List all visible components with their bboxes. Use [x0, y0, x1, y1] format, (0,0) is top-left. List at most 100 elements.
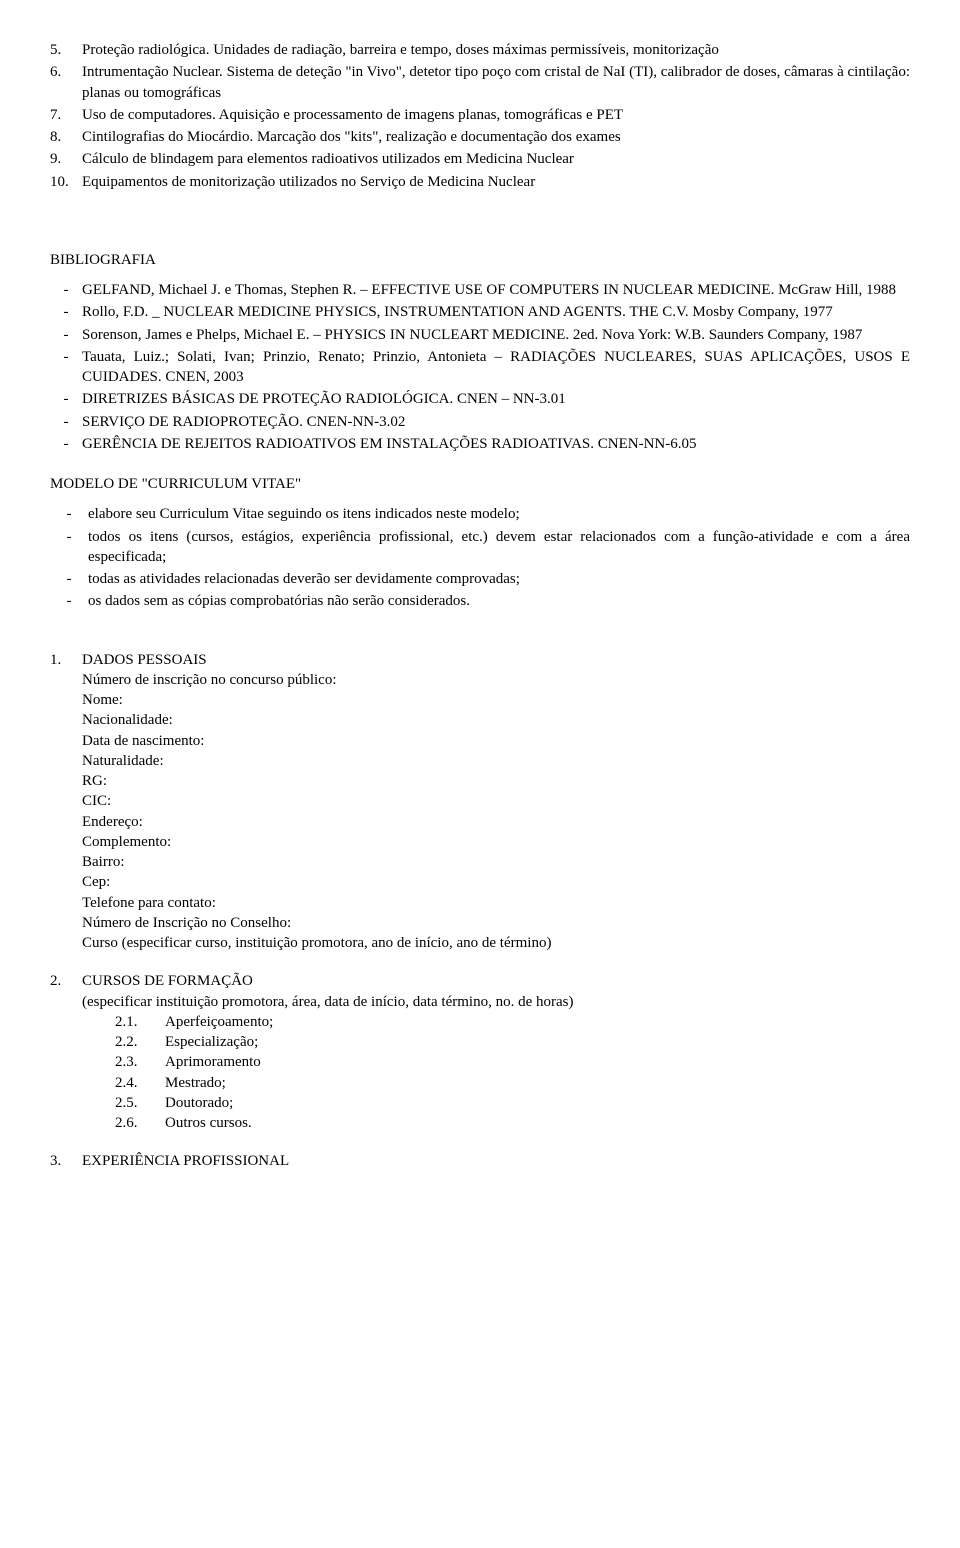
- bullet-dash: -: [50, 412, 82, 432]
- item-text: Equipamentos de monitorização utilizados…: [82, 172, 910, 192]
- item-number: 2.3.: [115, 1052, 165, 1072]
- field-line: Nome:: [82, 690, 910, 710]
- section-number: 1.: [50, 650, 82, 670]
- item-text: Intrumentação Nuclear. Sistema de deteçã…: [82, 62, 910, 103]
- bullet-dash: -: [50, 434, 82, 454]
- bullet-dash: -: [50, 591, 88, 611]
- field-line: Curso (especificar curso, instituição pr…: [82, 933, 910, 953]
- item-text: os dados sem as cópias comprobatórias nã…: [88, 591, 910, 611]
- section-title: CURSOS DE FORMAÇÃO: [82, 971, 253, 991]
- section-head: 2. CURSOS DE FORMAÇÃO: [50, 971, 910, 991]
- item-text: DIRETRIZES BÁSICAS DE PROTEÇÃO RADIOLÓGI…: [82, 389, 910, 409]
- item-text: Uso de computadores. Aquisição e process…: [82, 105, 910, 125]
- list-item: 2.6.Outros cursos.: [115, 1113, 910, 1133]
- bullet-dash: -: [50, 302, 82, 322]
- list-item: -Sorenson, James e Phelps, Michael E. – …: [50, 325, 910, 345]
- item-number: 8.: [50, 127, 82, 147]
- list-item: -SERVIÇO DE RADIOPROTEÇÃO. CNEN-NN-3.02: [50, 412, 910, 432]
- item-number: 2.2.: [115, 1032, 165, 1052]
- list-item: -todos os itens (cursos, estágios, exper…: [50, 527, 910, 568]
- item-text: todos os itens (cursos, estágios, experi…: [88, 527, 910, 568]
- list-item: -Tauata, Luiz.; Solati, Ivan; Prinzio, R…: [50, 347, 910, 388]
- bullet-dash: -: [50, 504, 88, 524]
- field-line: Cep:: [82, 872, 910, 892]
- item-text: Tauata, Luiz.; Solati, Ivan; Prinzio, Re…: [82, 347, 910, 388]
- section-subtitle: (especificar instituição promotora, área…: [82, 992, 910, 1012]
- item-number: 9.: [50, 149, 82, 169]
- item-number: 7.: [50, 105, 82, 125]
- bibliography-heading: BIBLIOGRAFIA: [50, 250, 910, 270]
- item-number: 6.: [50, 62, 82, 103]
- bullet-dash: -: [50, 569, 88, 589]
- item-number: 2.1.: [115, 1012, 165, 1032]
- field-line: Telefone para contato:: [82, 893, 910, 913]
- field-line: Naturalidade:: [82, 751, 910, 771]
- item-text: Sorenson, James e Phelps, Michael E. – P…: [82, 325, 910, 345]
- topics-list: 5.Proteção radiológica. Unidades de radi…: [50, 40, 910, 192]
- item-number: 2.5.: [115, 1093, 165, 1113]
- field-line: Complemento:: [82, 832, 910, 852]
- list-item: 2.5.Doutorado;: [115, 1093, 910, 1113]
- section-title: DADOS PESSOAIS: [82, 650, 207, 670]
- item-text: GERÊNCIA DE REJEITOS RADIOATIVOS EM INST…: [82, 434, 910, 454]
- section-experiencia: 3. EXPERIÊNCIA PROFISSIONAL: [50, 1151, 910, 1171]
- item-text: Cálculo de blindagem para elementos radi…: [82, 149, 910, 169]
- item-text: Aprimoramento: [165, 1052, 261, 1072]
- bullet-dash: -: [50, 347, 82, 388]
- section-cursos-formacao: 2. CURSOS DE FORMAÇÃO (especificar insti…: [50, 971, 910, 1133]
- list-item: 2.4.Mestrado;: [115, 1073, 910, 1093]
- field-line: CIC:: [82, 791, 910, 811]
- field-line: Número de Inscrição no Conselho:: [82, 913, 910, 933]
- section-dados-pessoais: 1. DADOS PESSOAIS Número de inscrição no…: [50, 650, 910, 954]
- section-number: 2.: [50, 971, 82, 991]
- item-text: elabore seu Curriculum Vitae seguindo os…: [88, 504, 910, 524]
- bullet-dash: -: [50, 280, 82, 300]
- list-item: 9.Cálculo de blindagem para elementos ra…: [50, 149, 910, 169]
- list-item: 2.1.Aperfeiçoamento;: [115, 1012, 910, 1032]
- list-item: 7.Uso de computadores. Aquisição e proce…: [50, 105, 910, 125]
- list-item: 6.Intrumentação Nuclear. Sistema de dete…: [50, 62, 910, 103]
- list-item: -todas as atividades relacionadas deverã…: [50, 569, 910, 589]
- list-item: 2.3.Aprimoramento: [115, 1052, 910, 1072]
- item-text: Especialização;: [165, 1032, 258, 1052]
- bibliography-list: -GELFAND, Michael J. e Thomas, Stephen R…: [50, 280, 910, 454]
- field-line: Nacionalidade:: [82, 710, 910, 730]
- list-item: -Rollo, F.D. _ NUCLEAR MEDICINE PHYSICS,…: [50, 302, 910, 322]
- bullet-dash: -: [50, 325, 82, 345]
- item-number: 2.6.: [115, 1113, 165, 1133]
- bullet-dash: -: [50, 389, 82, 409]
- list-item: -os dados sem as cópias comprobatórias n…: [50, 591, 910, 611]
- cv-notes-list: -elabore seu Curriculum Vitae seguindo o…: [50, 504, 910, 611]
- item-text: Outros cursos.: [165, 1113, 252, 1133]
- item-text: Cintilografias do Miocárdio. Marcação do…: [82, 127, 910, 147]
- list-item: 10.Equipamentos de monitorização utiliza…: [50, 172, 910, 192]
- list-item: -elabore seu Curriculum Vitae seguindo o…: [50, 504, 910, 524]
- field-line: Endereço:: [82, 812, 910, 832]
- item-text: Doutorado;: [165, 1093, 233, 1113]
- list-item: 8.Cintilografias do Miocárdio. Marcação …: [50, 127, 910, 147]
- item-text: Rollo, F.D. _ NUCLEAR MEDICINE PHYSICS, …: [82, 302, 910, 322]
- field-line: Data de nascimento:: [82, 731, 910, 751]
- list-item: 2.2.Especialização;: [115, 1032, 910, 1052]
- item-text: Mestrado;: [165, 1073, 226, 1093]
- item-text: SERVIÇO DE RADIOPROTEÇÃO. CNEN-NN-3.02: [82, 412, 910, 432]
- list-item: -GELFAND, Michael J. e Thomas, Stephen R…: [50, 280, 910, 300]
- section-title: EXPERIÊNCIA PROFISSIONAL: [82, 1151, 289, 1171]
- section-head: 1. DADOS PESSOAIS: [50, 650, 910, 670]
- section-number: 3.: [50, 1151, 82, 1171]
- item-text: Aperfeiçoamento;: [165, 1012, 273, 1032]
- item-number: 5.: [50, 40, 82, 60]
- sub-list: 2.1.Aperfeiçoamento; 2.2.Especialização;…: [115, 1012, 910, 1134]
- field-line: Número de inscrição no concurso público:: [82, 670, 910, 690]
- item-text: todas as atividades relacionadas deverão…: [88, 569, 910, 589]
- section-head: 3. EXPERIÊNCIA PROFISSIONAL: [50, 1151, 910, 1171]
- item-number: 10.: [50, 172, 82, 192]
- field-line: RG:: [82, 771, 910, 791]
- bullet-dash: -: [50, 527, 88, 568]
- item-number: 2.4.: [115, 1073, 165, 1093]
- field-line: Bairro:: [82, 852, 910, 872]
- list-item: 5.Proteção radiológica. Unidades de radi…: [50, 40, 910, 60]
- list-item: -DIRETRIZES BÁSICAS DE PROTEÇÃO RADIOLÓG…: [50, 389, 910, 409]
- item-text: GELFAND, Michael J. e Thomas, Stephen R.…: [82, 280, 910, 300]
- list-item: -GERÊNCIA DE REJEITOS RADIOATIVOS EM INS…: [50, 434, 910, 454]
